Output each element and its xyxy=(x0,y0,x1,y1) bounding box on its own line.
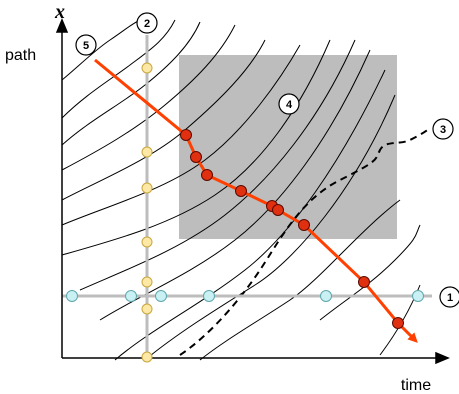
axes xyxy=(55,18,450,365)
marker-5: 5 xyxy=(75,34,97,56)
marker-4: 4 xyxy=(278,93,300,115)
marker-1: 1 xyxy=(439,286,459,308)
y-axis-label: path xyxy=(5,47,36,64)
svg-text:3: 3 xyxy=(440,124,446,136)
marker-3: 3 xyxy=(432,118,454,140)
marker-2: 2 xyxy=(136,12,158,34)
horizontal-line-dots xyxy=(66,290,424,302)
svg-text:1: 1 xyxy=(447,292,453,304)
svg-text:2: 2 xyxy=(144,18,150,30)
y-axis-symbol: x xyxy=(54,1,65,23)
dashed-curve xyxy=(179,127,431,356)
trajectory-dots xyxy=(180,129,404,329)
svg-text:4: 4 xyxy=(286,99,293,111)
shaded-region xyxy=(179,55,397,239)
vertical-line-dots xyxy=(141,62,153,363)
x-axis-label: time xyxy=(401,377,431,394)
svg-text:5: 5 xyxy=(83,40,89,52)
